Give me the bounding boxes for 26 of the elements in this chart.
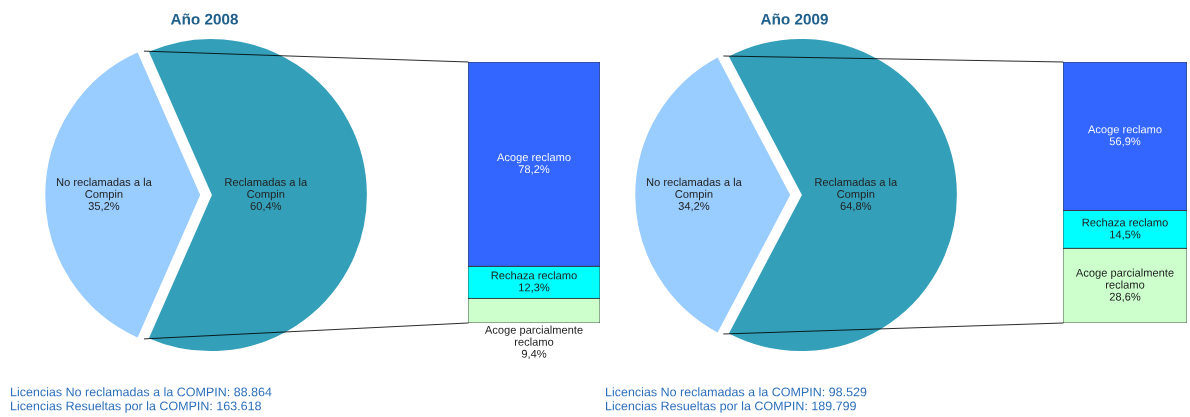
data-label: 14,5% — [1110, 230, 1141, 240]
series-label: Acoge parcialmente reclamo — [484, 325, 583, 346]
chart-title: Año 2009 — [760, 13, 828, 25]
text: Licencias Resueltas por la COMPIN: 163.618 — [11, 401, 261, 413]
data-label: 35,2% — [88, 202, 120, 212]
data-label: 34,2% — [678, 202, 710, 212]
text: Licencias No reclamadas a la COMPIN: 88.864 — [11, 387, 272, 397]
data-label: 12,3% — [519, 283, 550, 293]
series-label: Acoge reclamo — [496, 152, 571, 164]
series-label: Acoge parcialmente reclamo — [1075, 268, 1174, 289]
data-label: 64,8% — [840, 202, 872, 212]
series-label: Acoge reclamo — [1087, 125, 1162, 136]
series-label: Rechaza reclamo — [491, 271, 577, 280]
data-label: 78,2% — [518, 165, 550, 175]
slice-label: No reclamadas a la Compin — [56, 177, 152, 201]
data-label: 9,4% — [521, 349, 547, 360]
text: Licencias No reclamadas a la COMPIN: 98.529 — [606, 387, 867, 397]
series-label: Rechaza reclamo — [1082, 218, 1168, 227]
text: Licencias Resueltas por la COMPIN: 189.799 — [606, 401, 856, 413]
chart-title: Año 2008 — [170, 13, 238, 25]
data-label: 56,9% — [1109, 137, 1141, 147]
slice-label: Reclamadas a la Compin — [815, 177, 898, 201]
slice-label: Reclamadas a la Compin — [225, 177, 308, 201]
data-label: 60,4% — [250, 202, 282, 212]
data-label: 28,6% — [1109, 292, 1141, 302]
slice-label: No reclamadas a la Compin — [646, 177, 742, 201]
